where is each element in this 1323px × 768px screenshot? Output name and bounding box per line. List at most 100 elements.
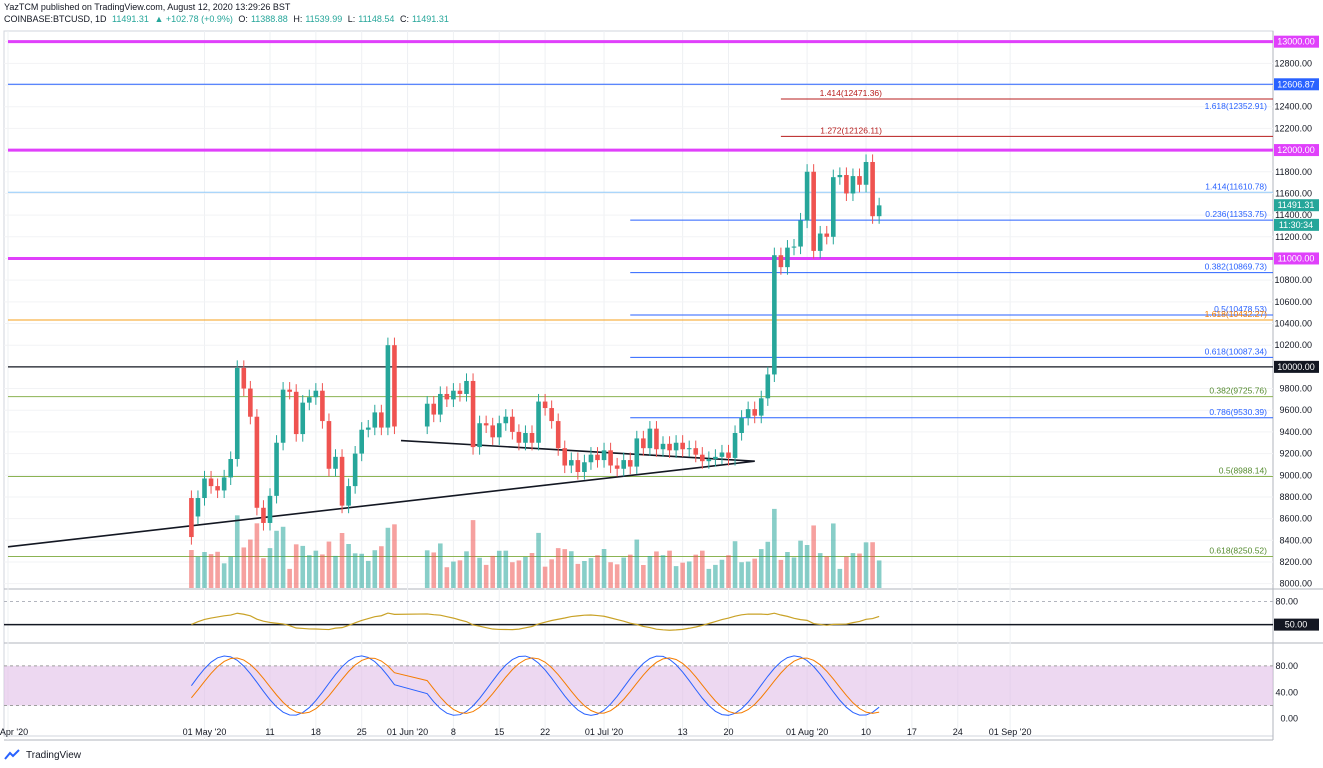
candle-body [595, 454, 600, 461]
candle-body [195, 498, 201, 517]
candle-body [804, 171, 810, 221]
candle-body [745, 409, 751, 418]
candle-body [274, 442, 279, 496]
candle-body [228, 459, 233, 478]
candle-body [385, 345, 391, 428]
candle-body [536, 401, 541, 443]
volume-bar [267, 548, 273, 588]
volume-bar [706, 568, 712, 588]
volume-bar [496, 550, 502, 588]
stoch-tick-label: 80.00 [1275, 661, 1298, 671]
price-badge-label: 10000.00 [1277, 362, 1315, 372]
candle-body [477, 423, 482, 448]
volume-bar [234, 515, 240, 588]
axes: 01 Apr '20 01 May '20 11 18 25 01 Jun '20 8 15 2… [0, 37, 1312, 737]
price-tick-label: 11600.00 [1275, 188, 1312, 198]
volume-bar [634, 539, 640, 588]
close-label: C: [399, 14, 409, 24]
candle-body [706, 459, 712, 462]
candle-body [582, 462, 587, 473]
volume-bar [785, 552, 790, 588]
time-tick-label: 22 [540, 727, 550, 737]
brand-name: TradingView [26, 749, 82, 761]
candle-body [614, 465, 620, 469]
time-tick-label: 11 [265, 727, 274, 737]
price-badge-label: 11:30:34 [1279, 220, 1313, 230]
stoch-band [4, 665, 1273, 706]
volume-bar [654, 551, 659, 588]
volume-bar [464, 551, 469, 588]
volume-bar [569, 551, 574, 588]
volume-bar [758, 549, 764, 588]
volume-bar [503, 550, 509, 588]
price-badge [1274, 218, 1319, 231]
candle-body [483, 423, 489, 426]
candle-body [372, 412, 378, 428]
volume-bar [588, 558, 594, 588]
candle-body [562, 448, 568, 466]
volume-bar [516, 560, 522, 588]
candle-body [824, 233, 830, 237]
publish-info: YazTCM published on TradingView.com, Aug… [4, 2, 291, 12]
time-tick-label: 18 [311, 727, 321, 737]
candle-body [844, 175, 849, 194]
candle-body [261, 507, 266, 523]
candle-body [431, 403, 437, 415]
volume-bar [431, 552, 437, 588]
candle-body [621, 460, 626, 469]
fib-level-label: 0.786(9530.39) [1209, 407, 1267, 417]
volume-bar [804, 545, 810, 588]
volume-bar [392, 524, 397, 588]
volume-bar [660, 555, 666, 588]
candle-body [588, 454, 594, 463]
price-tick-label: 10600.00 [1274, 297, 1312, 307]
symbol-name[interactable]: COINBASE:BTCUSD, 1D [4, 14, 107, 24]
volume-bar [352, 553, 358, 588]
volume-bar [444, 567, 450, 588]
volume-bar [208, 554, 214, 588]
volume-bar [372, 550, 378, 588]
volume-bar [477, 557, 482, 588]
volume-bar [713, 564, 718, 588]
tradingview-logo[interactable]: TradingView [4, 749, 81, 761]
candle-body [490, 425, 495, 438]
volume-bar [542, 566, 548, 588]
candle-body [313, 390, 319, 398]
candle-body [870, 161, 875, 217]
price-tick-label: 10200.00 [1274, 340, 1312, 350]
volume-bar [739, 562, 744, 588]
candle-body [857, 176, 862, 185]
candle-body [451, 390, 456, 400]
candle-body [634, 438, 640, 467]
volume-bar [811, 525, 816, 588]
price-tick-label: 11800.00 [1275, 167, 1312, 177]
volume-bar [772, 508, 777, 588]
price-tick-label: 11400.00 [1275, 210, 1312, 220]
candle-body [221, 477, 227, 491]
candle-body [732, 432, 738, 458]
volume-bar [241, 547, 247, 588]
volume-bar [601, 549, 607, 588]
candle-body [424, 403, 430, 427]
high-value: 11539.99 [305, 14, 343, 24]
fib-level-label: 1.618(12352.91) [1205, 101, 1268, 111]
time-tick-label: 10 [861, 727, 871, 737]
candle-body [189, 498, 194, 538]
candle-body [293, 391, 299, 435]
volume-bar [870, 542, 875, 588]
volume-bar [831, 523, 836, 588]
volume-bar [608, 562, 613, 588]
volume-bar [673, 566, 679, 588]
candle-body [549, 408, 554, 422]
fib-level-label: 1.272(12126.11) [820, 125, 882, 135]
candle-body [215, 486, 220, 491]
price-badge [1274, 199, 1319, 212]
volume-bar [732, 541, 738, 588]
price-badge-label: 11000.00 [1278, 253, 1315, 263]
candle-body [529, 432, 535, 443]
volume-bar [385, 527, 391, 588]
rsi-line [191, 612, 880, 631]
volume-bars [189, 508, 882, 588]
volume-bar [248, 539, 253, 588]
